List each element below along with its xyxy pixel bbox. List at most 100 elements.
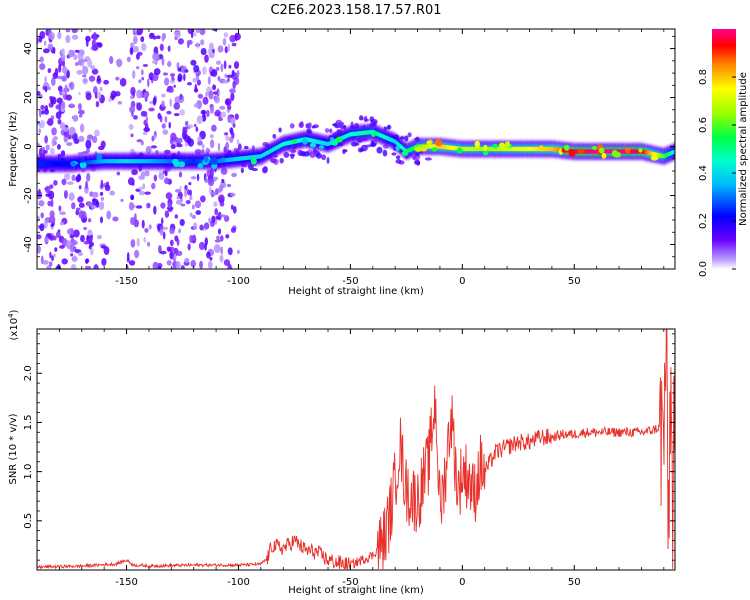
heatmap-noise-cell	[97, 145, 105, 151]
heatmap-noise-cell	[207, 178, 215, 187]
heatmap-noise-cell	[70, 253, 74, 257]
heatmap-noise-cell	[84, 265, 92, 269]
heatmap-noise-cell	[85, 139, 92, 149]
heatmap-noise-cell	[79, 123, 85, 133]
heatmap-noise-cell	[283, 151, 290, 158]
heatmap-x-axis-label: Height of straight line (km)	[288, 286, 424, 297]
heatmap-noise-cell	[132, 70, 136, 79]
heatmap-noise-cell	[144, 191, 151, 195]
heatmap-noise-cell	[224, 98, 232, 106]
heatmap-noise-cell	[191, 204, 195, 210]
heatmap-noise-cell	[37, 91, 41, 96]
heatmap-noise-cell	[131, 169, 138, 176]
heatmap-noise-cell	[342, 149, 346, 155]
heatmap-noise-cell	[55, 231, 61, 239]
heatmap-noise-cell	[74, 49, 80, 53]
heatmap-noise-cell	[230, 227, 237, 233]
heatmap-noise-cell	[91, 44, 99, 52]
heatmap-noise-cell	[98, 201, 105, 210]
heatmap-noise-cell	[202, 96, 209, 105]
colorbar-ticks: 0.0 0.2 0.4 0.6 0.8	[698, 69, 736, 277]
heatmap-noise-cell	[83, 227, 88, 231]
heatmap-noise-cell	[57, 143, 61, 150]
heatmap-noise-cell	[109, 190, 115, 196]
heatmap-noise-cell	[160, 202, 166, 209]
heatmap-noise-cell	[173, 102, 181, 110]
heatmap-noise-cell	[128, 123, 134, 130]
heatmap-noise-cell	[78, 103, 82, 111]
heatmap-noise-cell	[142, 183, 146, 190]
heatmap-noise-cell	[68, 192, 75, 201]
heatmap-noise-cell	[50, 223, 55, 227]
heatmap-noise-cell	[96, 75, 101, 82]
x-tick-label: -100	[227, 577, 250, 588]
snr-plot-area	[37, 329, 675, 570]
heatmap-noise-cell	[93, 264, 99, 269]
heatmap-noise-cell	[144, 228, 149, 233]
heatmap-noise-cell	[326, 157, 330, 164]
heatmap-noise-cell	[130, 148, 135, 154]
heatmap-noise-cell	[87, 201, 93, 207]
heatmap-noise-cell	[92, 136, 98, 144]
heatmap-noise-cell	[78, 202, 85, 208]
heatmap-noise-cell	[38, 147, 43, 157]
heatmap-ridge-blob	[401, 151, 409, 156]
heatmap-noise-cell	[197, 140, 203, 146]
heatmap-ridge-blob	[80, 158, 85, 163]
heatmap-ridge-blob	[638, 148, 643, 153]
heatmap-noise-cell	[167, 45, 171, 52]
heatmap-noise-cell	[145, 116, 149, 123]
heatmap-noise-cell	[169, 239, 174, 247]
heatmap-noise-cell	[208, 217, 211, 224]
heatmap-ridge-blob	[60, 157, 65, 163]
heatmap-noise-cell	[77, 196, 84, 203]
heatmap-noise-cell	[199, 224, 204, 231]
heatmap-noise-cell	[227, 43, 231, 52]
heatmap-noise-cell	[382, 149, 388, 157]
heatmap-noise-cell	[138, 186, 143, 191]
heatmap-noise-cell	[40, 212, 44, 219]
heatmap-noise-cell	[197, 136, 202, 142]
heatmap-noise-cell	[232, 80, 236, 90]
heatmap-noise-cell	[72, 114, 79, 122]
x-tick-label: 50	[568, 276, 581, 287]
heatmap-noise-cell	[177, 137, 183, 144]
heatmap-noise-cell	[83, 240, 90, 245]
heatmap-noise-cell	[51, 255, 54, 262]
heatmap-noise-cell	[59, 211, 66, 216]
heatmap-noise-cell	[44, 76, 47, 83]
heatmap-ridge-blob	[492, 143, 498, 149]
heatmap-noise-cell	[68, 82, 73, 89]
snr-y-axis-label: SNR (10 * v/v)	[8, 413, 19, 484]
x-tick-label: 0	[459, 276, 465, 287]
heatmap-noise-cell	[321, 154, 327, 161]
heatmap-noise-cell	[234, 32, 241, 41]
heatmap-noise-cell	[129, 105, 136, 114]
heatmap-noise-cell	[45, 237, 49, 243]
heatmap-noise-cell	[363, 115, 368, 123]
heatmap-ridge-blob	[420, 146, 428, 152]
heatmap-noise-cell	[236, 249, 240, 254]
heatmap-noise-cell	[195, 210, 202, 216]
heatmap-noise-cell	[134, 249, 140, 259]
heatmap-noise-cell	[187, 189, 190, 196]
heatmap-noise-cell	[144, 123, 149, 132]
heatmap-noise-cell	[180, 203, 186, 207]
heatmap-noise-cell	[209, 168, 215, 178]
heatmap-noise-cell	[77, 151, 84, 155]
heatmap-noise-cell	[81, 58, 88, 63]
heatmap-noise-cell	[212, 48, 215, 54]
heatmap-noise-cell	[88, 218, 92, 223]
heatmap-noise-cell	[37, 234, 42, 240]
heatmap-noise-cell	[163, 149, 171, 155]
heatmap-noise-cell	[78, 210, 85, 219]
heatmap-noise-cell	[223, 60, 227, 70]
heatmap-noise-cell	[91, 191, 99, 198]
heatmap-noise-cell	[53, 235, 57, 241]
heatmap-noise-cell	[95, 100, 100, 108]
heatmap-noise-cell	[176, 62, 180, 69]
heatmap-noise-cell	[223, 215, 230, 223]
heatmap-ridge-blob	[302, 137, 308, 145]
heatmap-noise-cell	[75, 209, 80, 216]
heatmap-noise-cell	[184, 142, 189, 147]
